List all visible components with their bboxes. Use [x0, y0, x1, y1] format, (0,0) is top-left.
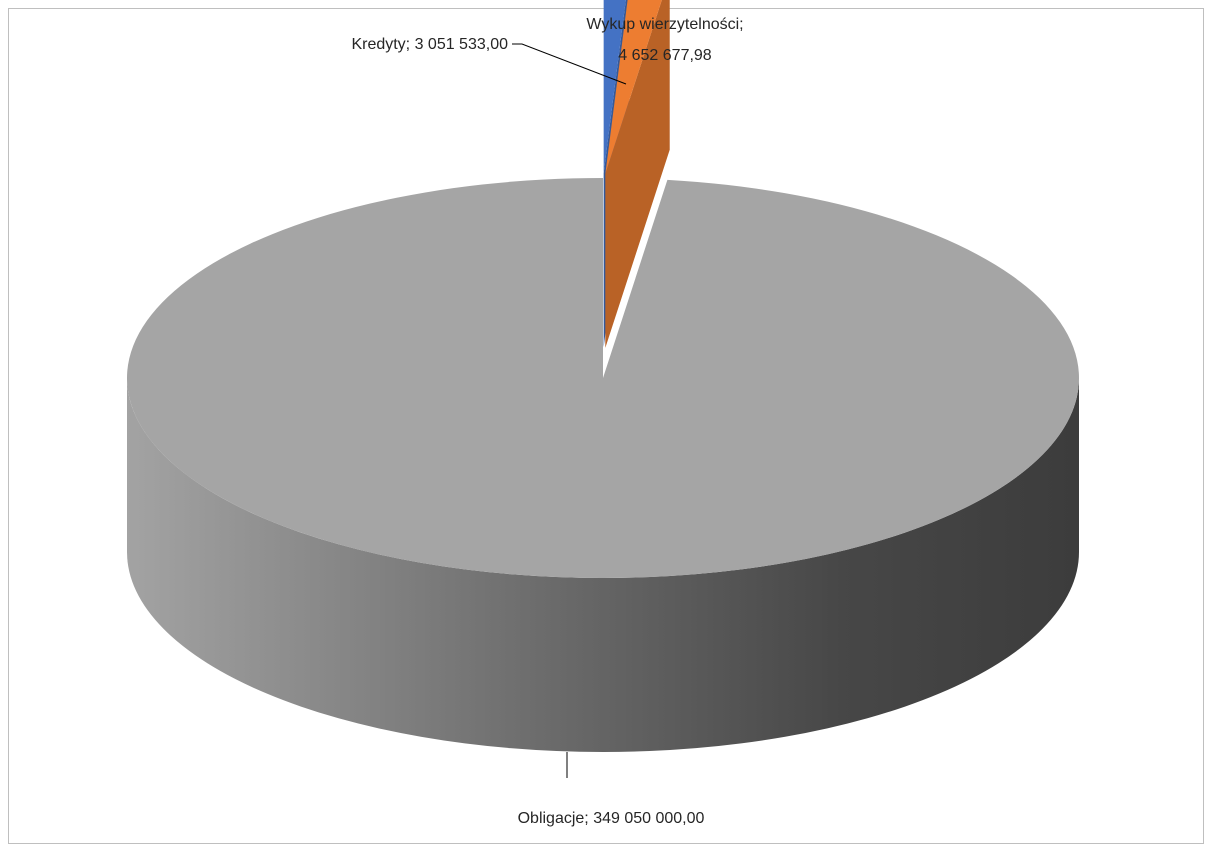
- slice-wall-obligacje: [127, 378, 1079, 752]
- slice-top-kredyty: [603, 0, 626, 174]
- data-label-wykup-line1: Wykup wierzytelności;: [586, 16, 743, 33]
- slice-side-wykup-wierzytelnosci: [605, 0, 670, 348]
- leader-line-kredyty: [512, 43, 627, 85]
- data-label-kredyty: Kredyty; 3 051 533,00: [351, 36, 508, 53]
- data-label-obligacje: Obligacje; 349 050 000,00: [518, 810, 705, 827]
- slice-top-obligacje: [127, 178, 1080, 578]
- slice-top-wykup-wierzytelnosci: [605, 0, 662, 174]
- data-label-wykup-line2: 4 652 677,98: [618, 47, 712, 64]
